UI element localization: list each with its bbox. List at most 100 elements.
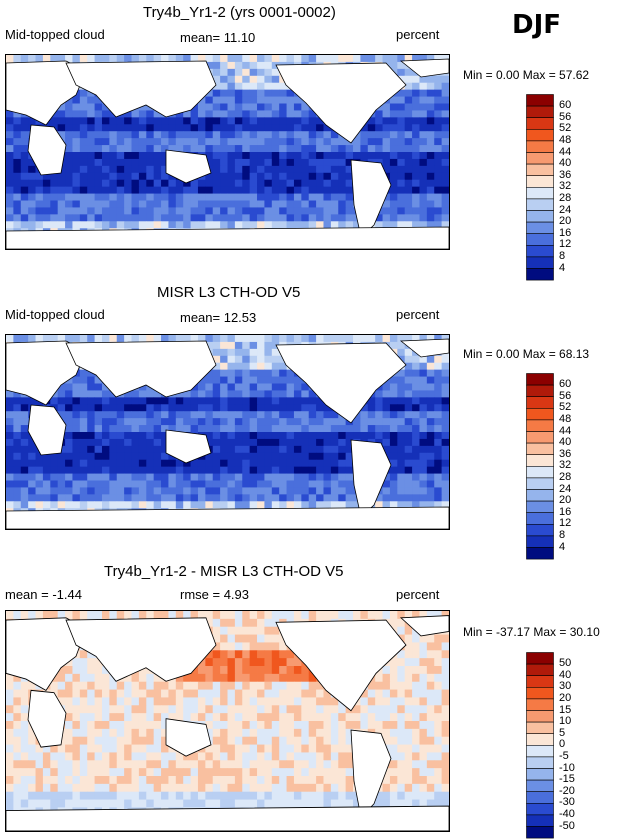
map-field-cell xyxy=(65,384,73,391)
map-field-cell xyxy=(264,425,272,432)
map-field-cell xyxy=(109,221,117,228)
map-field-cell xyxy=(21,776,29,784)
map-field-cell xyxy=(427,363,435,370)
map-field-cell xyxy=(257,776,265,784)
map-field-cell xyxy=(427,411,435,418)
map-field-cell xyxy=(434,377,442,384)
map-field-cell xyxy=(228,411,236,418)
map-field-cell xyxy=(228,705,236,713)
map-field-cell xyxy=(228,768,236,776)
map-field-cell xyxy=(183,138,191,145)
map-field-cell xyxy=(287,792,295,800)
map-field-cell xyxy=(80,439,88,446)
map-field-cell xyxy=(124,481,132,488)
map-field-cell xyxy=(235,207,243,214)
map-field-cell xyxy=(168,207,176,214)
map-field-cell xyxy=(65,117,73,124)
map-field-cell xyxy=(272,390,280,397)
map-field-cell xyxy=(427,83,435,90)
map-field-cell xyxy=(228,446,236,453)
map-field-cell xyxy=(257,792,265,800)
map-field-cell xyxy=(220,342,228,349)
map-field-cell xyxy=(250,642,258,650)
map-field-cell xyxy=(213,117,221,124)
map-field-cell xyxy=(13,682,21,690)
map-field-cell xyxy=(220,173,228,180)
map-field-cell xyxy=(228,627,236,635)
map-field-cell xyxy=(220,650,228,658)
map-field-cell xyxy=(427,635,435,643)
map-field-cell xyxy=(65,460,73,467)
map-field-cell xyxy=(95,474,103,481)
colorbar-swatch xyxy=(527,478,554,490)
map-field-cell xyxy=(257,187,265,194)
map-field-cell xyxy=(316,481,324,488)
map-field-cell xyxy=(72,221,80,228)
map-field-cell xyxy=(442,737,449,745)
map-field-cell xyxy=(309,800,317,808)
map-field-cell xyxy=(287,390,295,397)
map-field-cell xyxy=(316,159,324,166)
map-field-cell xyxy=(419,487,427,494)
map-field-cell xyxy=(205,207,213,214)
map-field-cell xyxy=(427,705,435,713)
map-field-cell xyxy=(294,768,302,776)
map-field-cell xyxy=(80,697,88,705)
map-field-cell xyxy=(72,180,80,187)
map-field-cell xyxy=(427,446,435,453)
map-field-cell xyxy=(316,145,324,152)
map-field-cell xyxy=(6,221,14,228)
map-field-cell xyxy=(124,145,132,152)
map-field-cell xyxy=(21,721,29,729)
map-field-cell xyxy=(294,494,302,501)
map-field-cell xyxy=(397,138,405,145)
map-field-cell xyxy=(287,474,295,481)
map-field-cell xyxy=(43,752,51,760)
global-map xyxy=(5,54,450,250)
map-field-cell xyxy=(412,397,420,404)
colorbar-swatch xyxy=(527,153,554,165)
map-field-cell xyxy=(228,187,236,194)
map-field-cell xyxy=(154,760,162,768)
map-field-cell xyxy=(58,221,66,228)
map-field-cell xyxy=(338,721,346,729)
map-field-cell xyxy=(242,397,250,404)
map-field-cell xyxy=(390,138,398,145)
map-field-cell xyxy=(257,418,265,425)
map-field-cell xyxy=(146,682,154,690)
map-field-cell xyxy=(257,166,265,173)
map-field-cell xyxy=(434,432,442,439)
map-field-cell xyxy=(168,752,176,760)
map-field-cell xyxy=(213,474,221,481)
colorbar-tick-label: 8 xyxy=(559,529,565,541)
map-field-cell xyxy=(250,104,258,111)
map-field-cell xyxy=(87,117,95,124)
map-field-cell xyxy=(220,792,228,800)
map-field-cell xyxy=(250,760,258,768)
map-field-cell xyxy=(58,487,66,494)
map-field-cell xyxy=(36,474,44,481)
map-field-cell xyxy=(154,173,162,180)
map-field-cell xyxy=(183,425,191,432)
map-field-cell xyxy=(154,194,162,201)
map-field-cell xyxy=(228,460,236,467)
map-field-cell xyxy=(87,97,95,104)
map-field-cell xyxy=(176,690,184,698)
map-field-cell xyxy=(13,460,21,467)
units-label: percent xyxy=(396,587,439,602)
map-field-cell xyxy=(235,201,243,208)
map-field-cell xyxy=(272,666,280,674)
map-field-cell xyxy=(36,487,44,494)
map-field-cell xyxy=(80,207,88,214)
map-field-cell xyxy=(132,117,140,124)
map-field-cell xyxy=(309,460,317,467)
map-field-cell xyxy=(419,117,427,124)
map-field-cell xyxy=(250,635,258,643)
map-field-cell xyxy=(338,432,346,439)
map-field-cell xyxy=(390,384,398,391)
map-field-cell xyxy=(257,453,265,460)
variable-label: Mid-topped cloud xyxy=(5,307,105,322)
map-field-cell xyxy=(442,721,449,729)
map-field-cell xyxy=(405,760,413,768)
map-field-cell xyxy=(235,737,243,745)
